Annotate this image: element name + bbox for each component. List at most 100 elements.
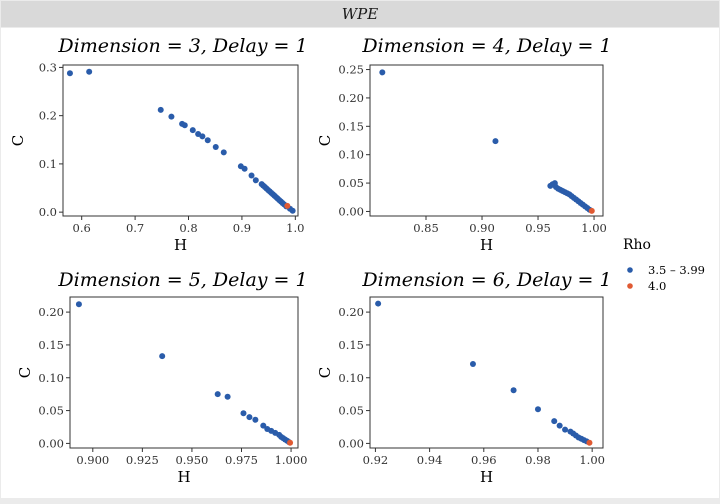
legend-label-rho-high: 4.0 <box>648 279 666 293</box>
panel-2: Dimension = 4, Delay = 1 0.85 0.90 0.95 1.00… <box>316 35 612 254</box>
panel-4: Dimension = 6, Delay = 1 0.92 0.94 0.96 0.98… <box>316 269 612 486</box>
data-point <box>588 207 595 214</box>
panel-1-y-tick-label: 0.3 <box>39 60 57 74</box>
panel-2-y-tick-label: 0.25 <box>338 63 364 77</box>
data-point <box>469 360 476 367</box>
legend-title: Rho <box>623 237 651 253</box>
data-point <box>551 418 558 425</box>
data-point <box>556 422 563 429</box>
panel-4-y-axis-title: C <box>316 367 334 378</box>
panel-2-y-tick-label: 0.15 <box>338 119 364 133</box>
data-point <box>246 414 253 421</box>
data-point <box>86 68 93 75</box>
panel-2-y-tick-label: 0.00 <box>338 204 364 218</box>
legend: Rho 3.5 – 3.99 4.0 <box>623 237 705 293</box>
panel-2-series-rho-low <box>379 69 593 213</box>
data-point <box>241 165 248 172</box>
panel-1-title: Dimension = 3, Delay = 1 <box>57 35 307 57</box>
data-point <box>586 439 593 446</box>
panel-3: Dimension = 5, Delay = 1 0.900 0.925 0.950 0… <box>16 269 308 486</box>
panel-3-y-tick-label: 0.15 <box>38 338 64 352</box>
panel-2-x-tick-label: 0.90 <box>469 221 495 235</box>
data-point <box>66 70 73 77</box>
panel-2-y-axis-title: C <box>316 135 334 146</box>
data-point <box>379 69 386 76</box>
legend-key-rho-low <box>627 267 633 273</box>
panel-1-y-tick-label: 0.0 <box>39 205 57 219</box>
panel-4-y-tick-label: 0.15 <box>338 338 364 352</box>
data-point <box>181 122 188 129</box>
legend-label-rho-low: 3.5 – 3.99 <box>648 263 705 277</box>
panel-1-x-tick-label: 0.9 <box>233 221 251 235</box>
panel-3-y-tick-label: 0.10 <box>38 371 64 385</box>
panel-4-x-tick-label: 0.98 <box>525 453 551 467</box>
data-point <box>289 207 296 214</box>
panel-4-y-tick-label: 0.00 <box>338 436 364 450</box>
data-point <box>159 353 166 360</box>
panel-3-x-tick-label: 0.950 <box>175 453 208 467</box>
panel-3-frame <box>69 296 299 449</box>
panel-3-x-axis-title: H <box>177 468 190 486</box>
panel-4-series-rho-high <box>586 439 593 446</box>
panel-4-title: Dimension = 6, Delay = 1 <box>361 269 611 291</box>
panel-3-x-tick-label: 0.900 <box>76 453 109 467</box>
panel-3-y-axis-title: C <box>16 367 34 378</box>
panel-1-x-tick-label: 0.7 <box>126 221 144 235</box>
data-point <box>260 422 267 429</box>
data-point <box>212 144 219 151</box>
data-point <box>510 387 517 394</box>
data-point <box>240 410 247 417</box>
panel-2-y-tick-label: 0.10 <box>338 148 364 162</box>
panel-2-title: Dimension = 4, Delay = 1 <box>361 35 611 57</box>
data-point <box>75 301 82 308</box>
panel-3-series-rho-high <box>287 439 294 446</box>
panel-3-title: Dimension = 5, Delay = 1 <box>57 269 307 291</box>
panel-2-series-rho-high <box>588 207 595 214</box>
panel-1-frame <box>62 64 299 217</box>
panel-1: Dimension = 3, Delay = 1 0.6 0.7 0.8 0.9 1.0 0… <box>9 35 308 254</box>
panel-4-y-tick-label: 0.10 <box>338 371 364 385</box>
panel-4-x-tick-label: 1.00 <box>579 453 605 467</box>
data-point <box>252 416 259 423</box>
data-point <box>204 137 211 144</box>
data-point <box>220 149 227 156</box>
panel-1-x-tick-label: 1.0 <box>286 221 304 235</box>
panel-2-x-tick-label: 1.00 <box>581 221 607 235</box>
data-point <box>199 133 206 140</box>
panel-2-x-tick-label: 0.85 <box>413 221 439 235</box>
panel-4-x-tick-label: 0.92 <box>363 453 389 467</box>
panel-1-y-tick-label: 0.2 <box>39 109 57 123</box>
panel-4-x-tick-label: 0.96 <box>471 453 497 467</box>
panel-3-y-tick-label: 0.00 <box>38 436 64 450</box>
data-point <box>375 300 382 307</box>
data-point <box>157 106 164 113</box>
panel-4-y-tick-label: 0.05 <box>338 404 364 418</box>
facet-strip <box>1 1 719 27</box>
data-point <box>284 202 291 209</box>
data-point <box>252 177 259 184</box>
panel-3-x-tick-label: 1.000 <box>275 453 308 467</box>
panels: Dimension = 3, Delay = 10.6 0.7 0.8 0.9 1.00… <box>9 35 612 486</box>
data-point <box>214 391 221 398</box>
panel-3-x-tick-label: 0.975 <box>225 453 258 467</box>
panel-2-x-axis-title: H <box>480 236 493 254</box>
facet-strip-label: WPE <box>342 5 379 23</box>
legend-key-rho-high <box>627 283 633 289</box>
panel-3-x-tick-label: 0.925 <box>126 453 159 467</box>
panel-4-y-tick-label: 0.20 <box>338 305 364 319</box>
data-point <box>534 406 541 413</box>
data-point <box>248 172 255 179</box>
panel-2-y-tick-label: 0.20 <box>338 91 364 105</box>
panel-4-x-tick-label: 0.94 <box>417 453 443 467</box>
panel-1-x-tick-label: 0.6 <box>73 221 91 235</box>
panel-3-y-tick-label: 0.20 <box>38 305 64 319</box>
panel-2-x-tick-label: 0.95 <box>525 221 551 235</box>
panel-1-y-tick-label: 0.1 <box>39 157 57 171</box>
data-point <box>224 393 231 400</box>
data-point <box>168 113 175 120</box>
panel-1-series-rho-high <box>284 202 291 209</box>
panel-1-y-axis-title: C <box>9 135 27 146</box>
data-point <box>189 127 196 134</box>
panel-3-series-rho-low <box>75 301 293 446</box>
